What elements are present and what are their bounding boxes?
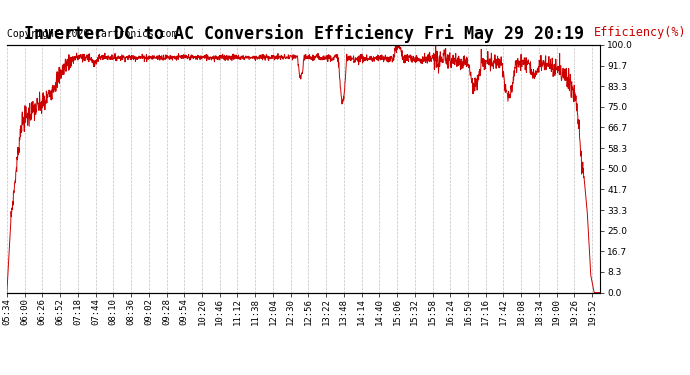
Title: Inverter DC to AC Conversion Efficiency Fri May 29 20:19: Inverter DC to AC Conversion Efficiency … xyxy=(23,24,584,44)
Text: Efficiency(%): Efficiency(%) xyxy=(594,26,687,39)
Y-axis label: Efficiency(%): Efficiency(%) xyxy=(0,374,1,375)
Text: Copyright 2020 Cartronics.com: Copyright 2020 Cartronics.com xyxy=(7,29,177,39)
